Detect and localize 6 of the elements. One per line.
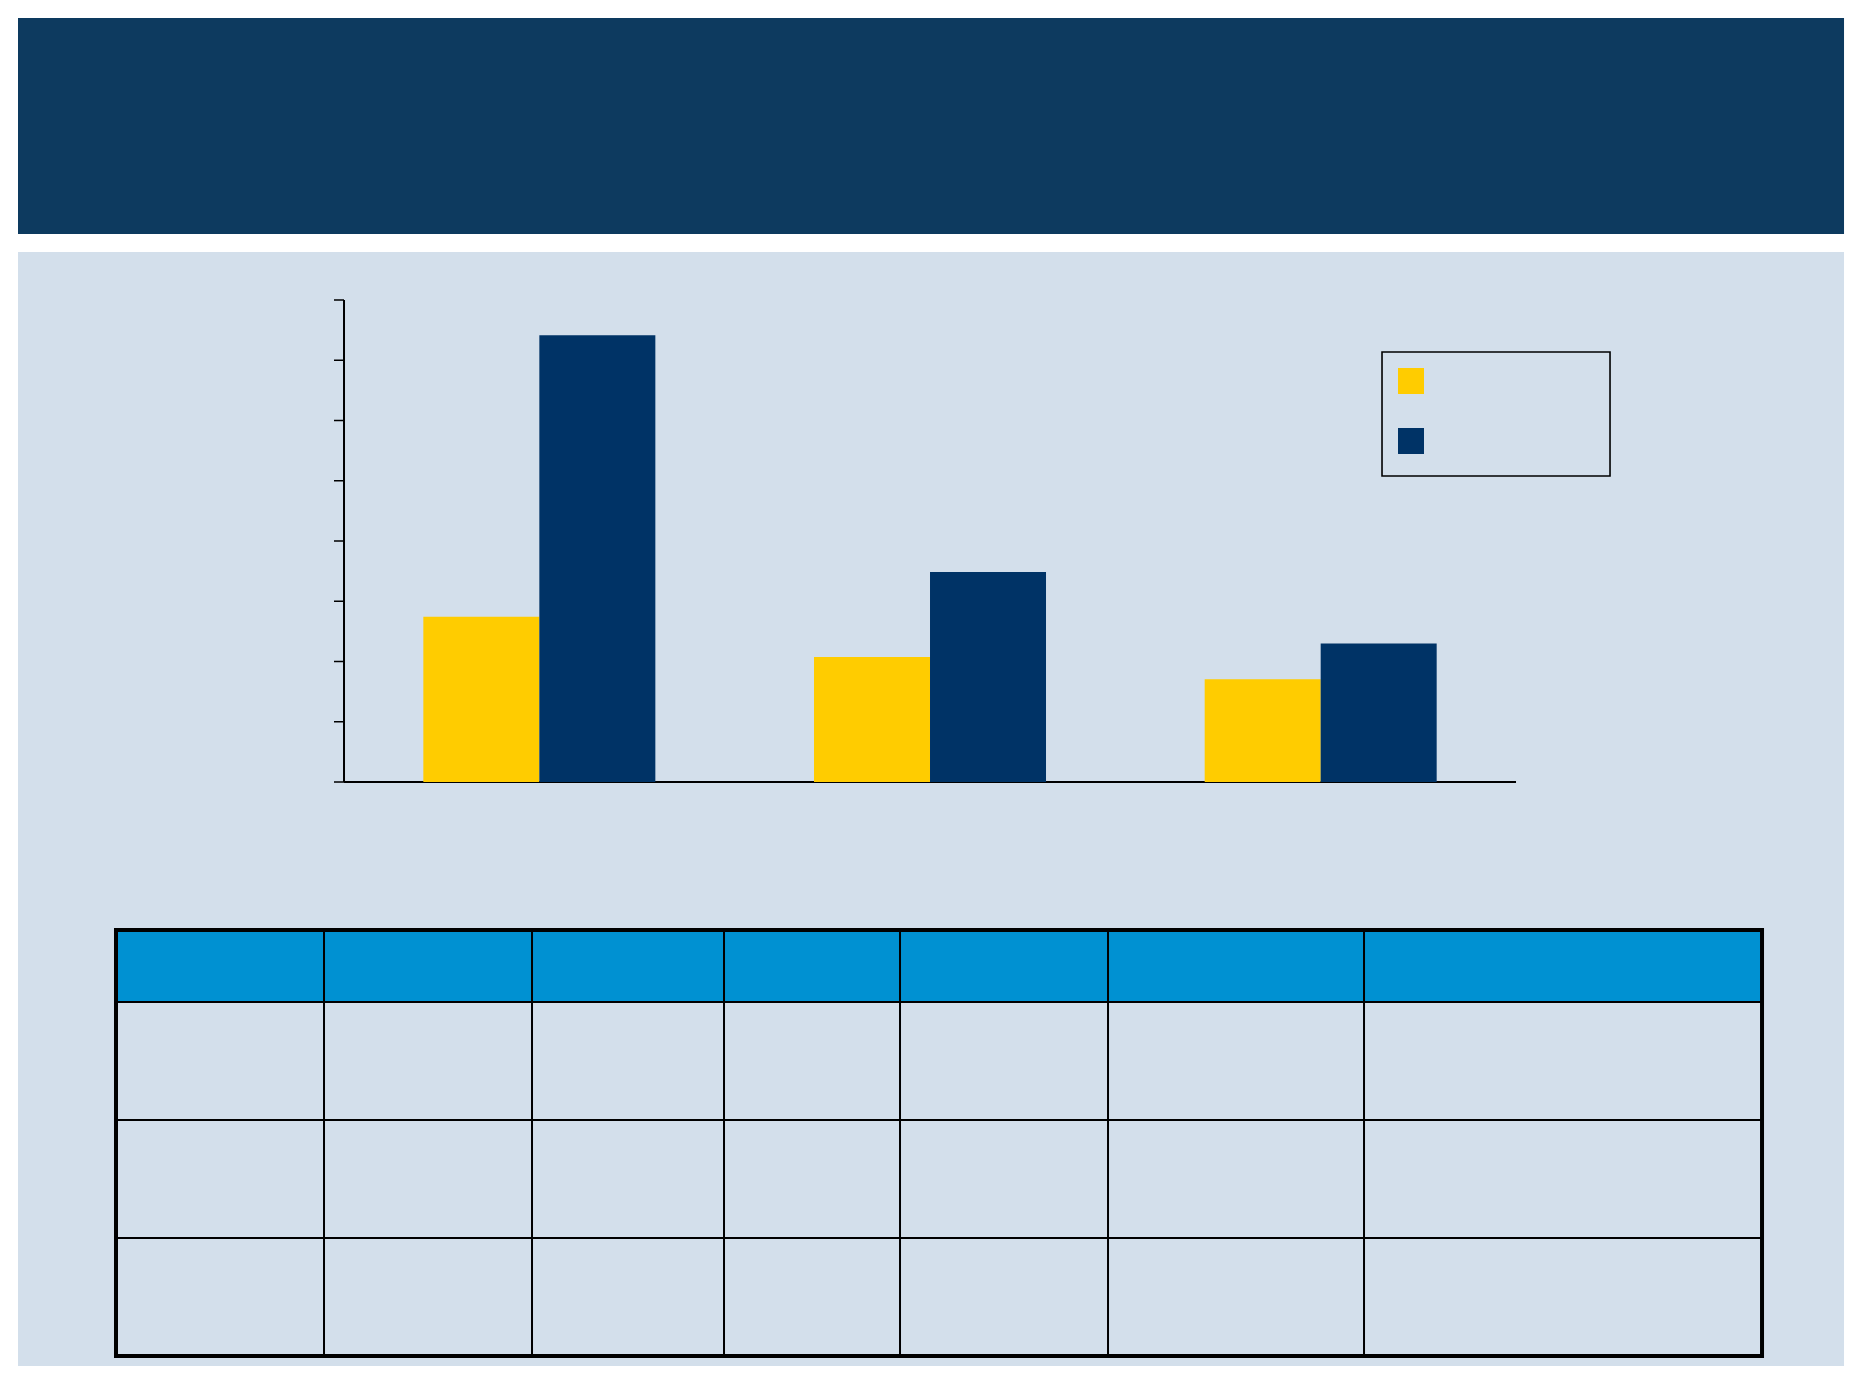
bar	[539, 335, 656, 782]
bar	[930, 572, 1047, 782]
bar	[1320, 643, 1437, 782]
bar	[423, 616, 540, 782]
bar	[814, 656, 931, 782]
bar	[1204, 679, 1321, 782]
